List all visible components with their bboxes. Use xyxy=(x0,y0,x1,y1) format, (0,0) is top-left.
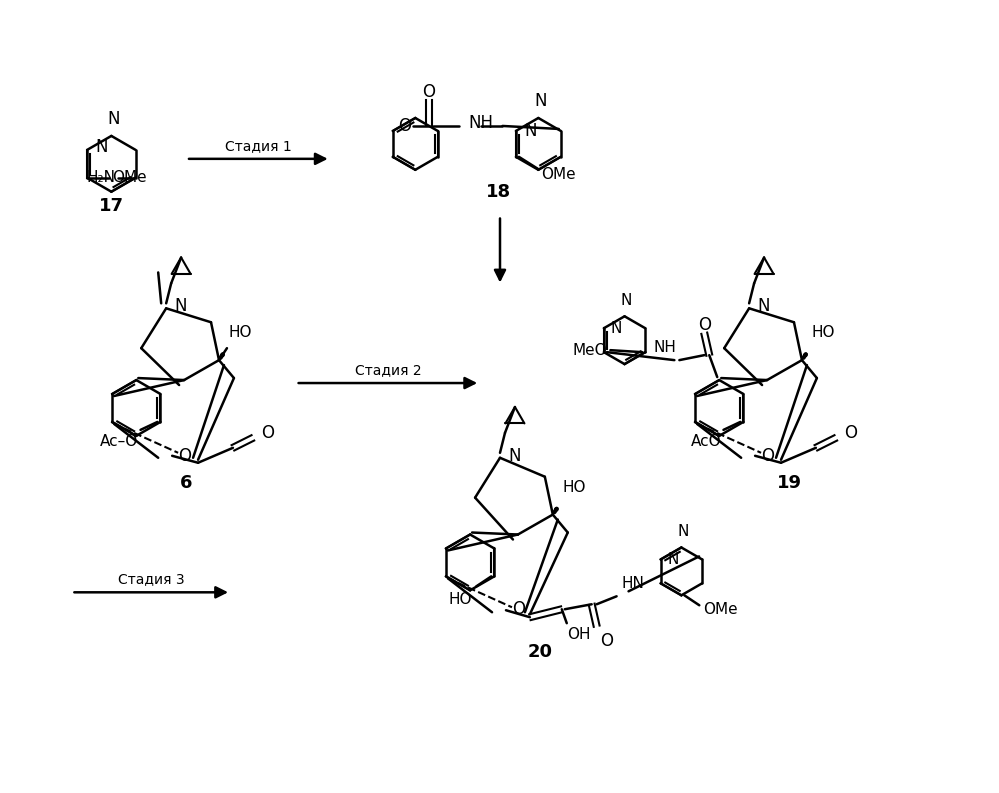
Text: N: N xyxy=(757,297,769,316)
Text: O: O xyxy=(697,316,710,335)
Text: OH: OH xyxy=(566,627,590,642)
Text: 17: 17 xyxy=(99,197,124,215)
Text: 19: 19 xyxy=(776,473,801,492)
Text: 18: 18 xyxy=(486,182,511,201)
Text: N: N xyxy=(523,122,536,140)
Text: HO: HO xyxy=(449,592,473,607)
Text: O: O xyxy=(511,600,524,619)
Text: N: N xyxy=(620,293,632,308)
Text: O: O xyxy=(261,424,274,442)
Text: 6: 6 xyxy=(180,473,193,492)
Text: Стадия 1: Стадия 1 xyxy=(225,139,292,153)
Text: O: O xyxy=(423,83,436,101)
Text: H₂N: H₂N xyxy=(87,170,116,186)
Text: Стадия 3: Стадия 3 xyxy=(118,573,185,586)
Text: HO: HO xyxy=(562,480,586,495)
Text: N: N xyxy=(507,446,520,465)
Text: AcO: AcO xyxy=(691,434,721,449)
Text: HO: HO xyxy=(229,325,253,340)
Text: HO: HO xyxy=(812,325,835,340)
Text: HN: HN xyxy=(621,577,644,592)
Text: OMe: OMe xyxy=(703,602,738,617)
Text: NH: NH xyxy=(469,114,494,132)
Text: N: N xyxy=(610,320,622,335)
Text: O: O xyxy=(844,424,857,442)
Text: N: N xyxy=(667,552,679,567)
Text: N: N xyxy=(677,524,689,539)
Text: O: O xyxy=(761,446,774,465)
Text: N: N xyxy=(107,110,120,128)
Text: N: N xyxy=(174,297,187,316)
Text: Стадия 2: Стадия 2 xyxy=(355,363,422,377)
Text: O: O xyxy=(599,632,612,650)
Text: O: O xyxy=(178,446,191,465)
Text: OMe: OMe xyxy=(112,170,147,186)
Text: OMe: OMe xyxy=(540,167,575,182)
Text: O: O xyxy=(399,117,412,135)
Text: N: N xyxy=(95,138,108,156)
Text: N: N xyxy=(534,92,546,110)
Text: MeO: MeO xyxy=(572,343,607,358)
Text: 20: 20 xyxy=(527,643,552,661)
Text: NH: NH xyxy=(653,340,676,355)
Text: Ac–O: Ac–O xyxy=(100,434,139,449)
